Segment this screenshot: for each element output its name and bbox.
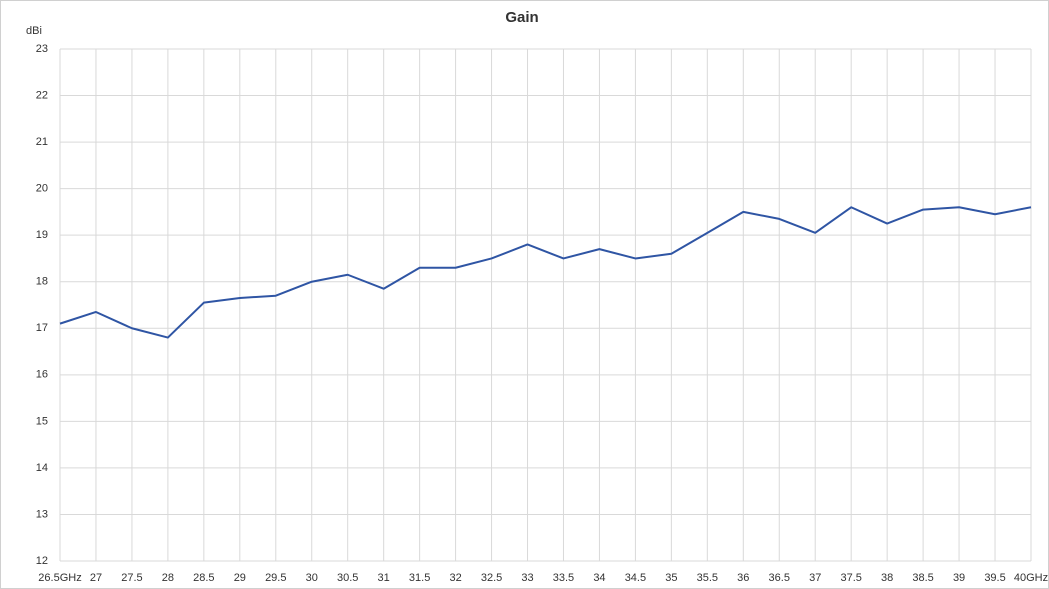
x-tick-label: 38 bbox=[881, 572, 893, 584]
y-tick-label: 22 bbox=[36, 89, 48, 101]
x-tick-label: 38.5 bbox=[912, 572, 933, 584]
x-tick-label: 32.5 bbox=[481, 572, 502, 584]
x-tick-label: 36 bbox=[737, 572, 749, 584]
y-tick-label: 21 bbox=[36, 136, 48, 148]
x-tick-label: 33 bbox=[521, 572, 533, 584]
x-tick-label: 39 bbox=[953, 572, 965, 584]
x-tick-label: 36.5 bbox=[769, 572, 790, 584]
chart-title: Gain bbox=[505, 9, 538, 26]
y-tick-label: 14 bbox=[36, 462, 48, 474]
y-tick-label: 12 bbox=[36, 555, 48, 567]
x-tick-label: 33.5 bbox=[553, 572, 574, 584]
y-tick-label: 20 bbox=[36, 183, 48, 195]
x-tick-label: 34.5 bbox=[625, 572, 646, 584]
y-tick-label: 23 bbox=[36, 43, 48, 55]
x-tick-label: 32 bbox=[449, 572, 461, 584]
y-tick-label: 17 bbox=[36, 322, 48, 334]
x-tick-label: 30.5 bbox=[337, 572, 358, 584]
y-tick-label: 18 bbox=[36, 276, 48, 288]
x-tick-label: 28 bbox=[162, 572, 174, 584]
x-tick-label: 29 bbox=[234, 572, 246, 584]
y-axis-label: dBi bbox=[26, 25, 42, 37]
y-tick-label: 16 bbox=[36, 369, 48, 381]
x-tick-label: 27 bbox=[90, 572, 102, 584]
x-tick-label: 37.5 bbox=[840, 572, 861, 584]
x-tick-label: 29.5 bbox=[265, 572, 286, 584]
x-tick-label: 26.5GHz bbox=[38, 572, 81, 584]
x-tick-label: 28.5 bbox=[193, 572, 214, 584]
y-tick-label: 13 bbox=[36, 508, 48, 520]
x-tick-label: 30 bbox=[306, 572, 318, 584]
x-tick-label: 31 bbox=[378, 572, 390, 584]
x-tick-label: 31.5 bbox=[409, 572, 430, 584]
x-tick-label: 27.5 bbox=[121, 572, 142, 584]
y-tick-label: 19 bbox=[36, 229, 48, 241]
x-tick-label: 40GHz bbox=[1014, 572, 1048, 584]
data-line bbox=[59, 206, 1032, 339]
x-tick-label: 39.5 bbox=[984, 572, 1005, 584]
y-tick-label: 15 bbox=[36, 415, 48, 427]
x-tick-label: 35 bbox=[665, 572, 677, 584]
x-tick-label: 34 bbox=[593, 572, 605, 584]
x-tick-label: 35.5 bbox=[697, 572, 718, 584]
x-tick-label: 37 bbox=[809, 572, 821, 584]
